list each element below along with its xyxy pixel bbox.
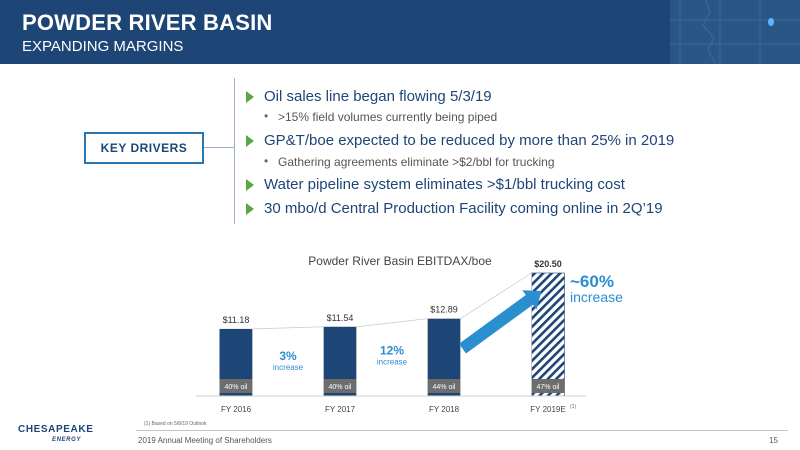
sub-bullet-text: >15% field volumes currently being piped — [278, 110, 498, 124]
x-tick-label: FY 2017 — [325, 405, 356, 414]
increase-percent: 12% — [380, 344, 404, 358]
footer-meeting-text: 2019 Annual Meeting of Shareholders — [138, 436, 272, 445]
growth-arrow-icon — [459, 290, 542, 354]
bullet-text: GP&T/boe expected to be reduced by more … — [264, 132, 675, 149]
oil-label-box — [219, 379, 253, 393]
page-subtitle: EXPANDING MARGINS — [22, 38, 184, 55]
bullet-text: Oil sales line began flowing 5/3/19 — [264, 88, 492, 105]
dot-bullet-icon: • — [264, 154, 269, 168]
logo-main-text: CHESAPEAKE — [18, 424, 94, 435]
triangle-bullet-icon — [246, 135, 254, 147]
bullet-text: Water pipeline system eliminates >$1/bbl… — [264, 176, 625, 193]
key-drivers-box: KEY DRIVERS — [84, 132, 204, 164]
connector-line — [204, 147, 234, 148]
triangle-bullet-icon — [246, 179, 254, 191]
callout-label: increase — [570, 289, 623, 305]
map-graphic — [670, 0, 800, 64]
footer-divider — [136, 430, 788, 431]
connector-shape — [460, 272, 532, 397]
triangle-bullet-icon — [246, 203, 254, 215]
logo-sub-text: ENERGY — [52, 437, 81, 443]
key-drivers-label: KEY DRIVERS — [100, 141, 188, 155]
chesapeake-logo: CHESAPEAKE ENERGY — [18, 424, 94, 443]
connector-shape — [356, 318, 428, 397]
data-label: $12.89 — [430, 305, 458, 315]
bullet-text: 30 mbo/d Central Production Facility com… — [264, 200, 663, 217]
dot-bullet-icon: • — [264, 109, 269, 123]
increase-percent: 3% — [279, 349, 297, 363]
triangle-bullet-icon — [246, 91, 254, 103]
x-tick-superscript: (1) — [570, 404, 576, 410]
footnote: (1) Based on 5/8/19 Outlook — [144, 421, 207, 427]
page-number: 15 — [769, 436, 778, 445]
x-tick-label: FY 2016 — [221, 405, 252, 414]
page-title: POWDER RIVER BASIN — [22, 10, 273, 35]
bar — [219, 328, 253, 396]
x-tick-label: FY 2018 — [429, 405, 460, 414]
oil-label: 40% oil — [225, 384, 248, 391]
oil-label-box — [427, 379, 461, 393]
chart-title: Powder River Basin EBITDAX/boe — [308, 254, 492, 268]
location-marker-icon — [768, 18, 774, 26]
oil-label: 47% oil — [537, 384, 560, 391]
divider-line — [234, 78, 235, 224]
oil-label: 40% oil — [329, 384, 352, 391]
increase-label: increase — [377, 358, 408, 367]
sub-bullet-text: Gathering agreements eliminate >$2/bbl f… — [278, 155, 555, 169]
bar — [427, 318, 461, 396]
connector-shape — [252, 326, 324, 397]
bar — [531, 272, 565, 397]
x-tick-label: FY 2019E — [530, 405, 565, 414]
oil-label: 44% oil — [433, 384, 456, 391]
oil-label-box — [323, 379, 357, 393]
increase-label: increase — [273, 363, 304, 372]
callout-percent: ~60% — [570, 272, 614, 291]
header-banner: POWDER RIVER BASIN EXPANDING MARGINS — [0, 0, 800, 64]
bar — [323, 326, 357, 396]
oil-label-box — [531, 379, 565, 393]
data-label: $11.54 — [327, 313, 354, 323]
data-label: $11.18 — [223, 315, 250, 325]
